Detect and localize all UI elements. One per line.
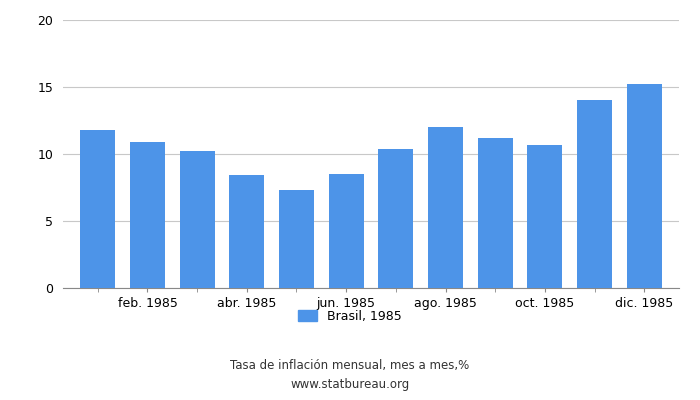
Bar <box>428 127 463 288</box>
Bar <box>180 151 214 288</box>
Bar <box>329 174 363 288</box>
Bar <box>130 142 164 288</box>
Legend: Brasil, 1985: Brasil, 1985 <box>293 305 407 328</box>
Bar <box>230 176 264 288</box>
Bar <box>626 84 662 288</box>
Bar <box>379 149 413 288</box>
Text: Tasa de inflación mensual, mes a mes,%: Tasa de inflación mensual, mes a mes,% <box>230 360 470 372</box>
Bar <box>578 100 612 288</box>
Bar <box>478 138 512 288</box>
Text: www.statbureau.org: www.statbureau.org <box>290 378 410 391</box>
Bar <box>80 130 116 288</box>
Bar <box>528 145 562 288</box>
Bar <box>279 190 314 288</box>
